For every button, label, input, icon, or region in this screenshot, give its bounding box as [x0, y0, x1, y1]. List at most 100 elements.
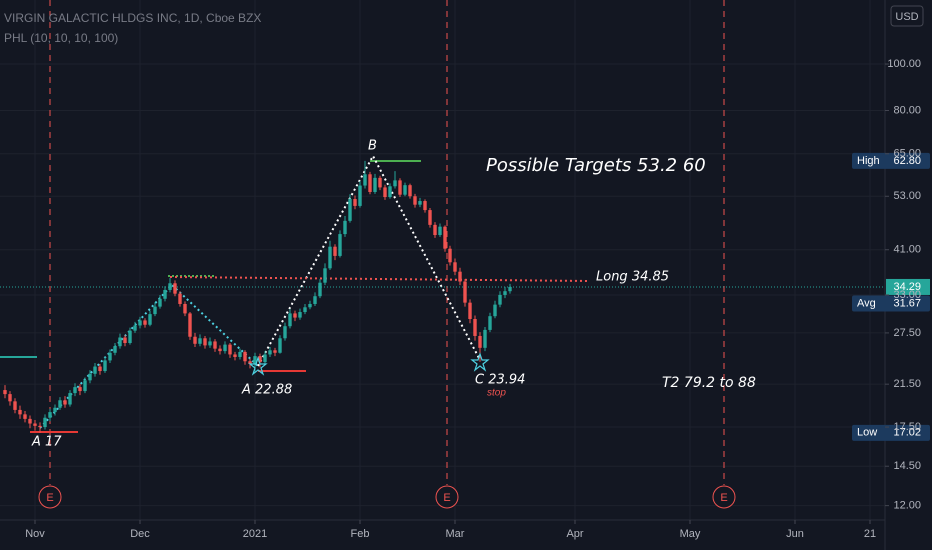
y-tick-label: 53.00 [893, 190, 921, 202]
candle-body [203, 338, 207, 346]
candle-body [403, 185, 407, 195]
candle-body [73, 387, 77, 394]
star [470, 352, 490, 372]
candle-body [383, 187, 387, 198]
candle-body [38, 425, 42, 428]
candle-body [8, 394, 12, 402]
annotation: stop [487, 388, 506, 399]
y-tick-label: 21.50 [893, 378, 921, 390]
candle-body [508, 286, 512, 292]
candle-body [358, 185, 362, 206]
candle-body [468, 302, 472, 320]
price-tag-label: 62.80 [893, 155, 921, 167]
y-tick-label: 33.00 [893, 289, 921, 301]
candle-body [163, 289, 167, 299]
candle-body [398, 180, 402, 195]
currency[interactable]: USD [895, 11, 918, 23]
annotation: T2 79.2 to 88 [662, 375, 756, 391]
candle-body [33, 423, 37, 426]
candle-body [188, 313, 192, 337]
price-tag-label: 31.67 [893, 297, 921, 309]
candle-body [303, 307, 307, 313]
candle-body [93, 366, 97, 374]
candle-body [208, 341, 212, 346]
candle-body [408, 185, 412, 197]
price-tag-bg [852, 424, 930, 441]
y-tick-label: 80.00 [893, 104, 921, 116]
candle-body [138, 320, 142, 326]
candle-body [173, 283, 177, 294]
candle-body [3, 390, 7, 395]
candle-body [448, 248, 452, 263]
candle-body [268, 350, 272, 355]
candle-body [238, 351, 242, 357]
candle-body [218, 348, 222, 352]
y-tick-label: 65.00 [893, 148, 921, 160]
candle-body [388, 186, 392, 198]
star [248, 356, 268, 376]
candle-body [18, 409, 22, 415]
candle-body [98, 366, 102, 372]
candle-body [43, 417, 47, 428]
annotation: C 23.94 [475, 373, 525, 388]
x-tick-label: Feb [351, 528, 370, 540]
currency-box[interactable] [890, 5, 924, 27]
last-price-tag [886, 278, 930, 295]
indicator-levels [0, 160, 421, 433]
candle-body [348, 199, 352, 221]
candle-body [298, 312, 302, 318]
earnings-marker [435, 485, 459, 509]
x-tick-label: Jun [786, 528, 804, 540]
candle-body [193, 336, 197, 344]
y-tick-label: 27.50 [893, 327, 921, 339]
y-tick-label: 12.00 [893, 500, 921, 512]
candle-body [88, 373, 92, 381]
candle-body [158, 298, 162, 307]
long-line [169, 276, 591, 282]
chart-title: VIRGIN GALACTIC HLDGS INC, 1D, Cboe BZX [4, 11, 261, 25]
price-tag-bg [852, 152, 930, 169]
candle-body [463, 281, 467, 303]
y-tick-label: 17.50 [893, 421, 921, 433]
candle-body [393, 180, 397, 187]
candle-body [323, 268, 327, 283]
candles [3, 160, 512, 433]
candle-body [83, 380, 87, 392]
candle-body [363, 174, 367, 186]
candle-body [28, 418, 32, 424]
candle-body [23, 414, 27, 419]
price-tag-bg [852, 295, 930, 312]
annotation: Long 34.85 [596, 270, 669, 285]
candle-body [333, 246, 337, 256]
candle-body [128, 330, 132, 344]
earnings-label: E [443, 492, 450, 504]
x-tick-label: Dec [130, 528, 150, 540]
candle-body [198, 338, 202, 344]
candle-body [253, 356, 257, 364]
candle-body [273, 350, 277, 353]
indicator-label: PHL (10, 10, 10, 100) [4, 31, 118, 45]
price-tags: 34.29 High 62.80 Avg 31.67 Low 17.02 [852, 152, 930, 441]
candle-body [263, 354, 267, 363]
candle-body [123, 337, 127, 344]
candle-body [503, 291, 507, 295]
candle-body [428, 210, 432, 225]
candle-body [498, 294, 502, 305]
price-tag-name: High [857, 155, 880, 167]
candle-body [338, 234, 342, 256]
x-tick-label: Nov [25, 528, 45, 540]
y-tick-label: 100.00 [887, 58, 921, 70]
x-tick-label: 2021 [243, 528, 267, 540]
candle-body [118, 337, 122, 347]
candle-body [183, 303, 187, 314]
candle-body [378, 177, 382, 188]
candle-body [478, 335, 482, 348]
candle-body [68, 393, 72, 405]
candle-body [243, 351, 247, 362]
candle-body [103, 360, 107, 372]
candle-body [353, 199, 357, 206]
candle-body [438, 226, 442, 236]
candle-body [143, 320, 147, 325]
